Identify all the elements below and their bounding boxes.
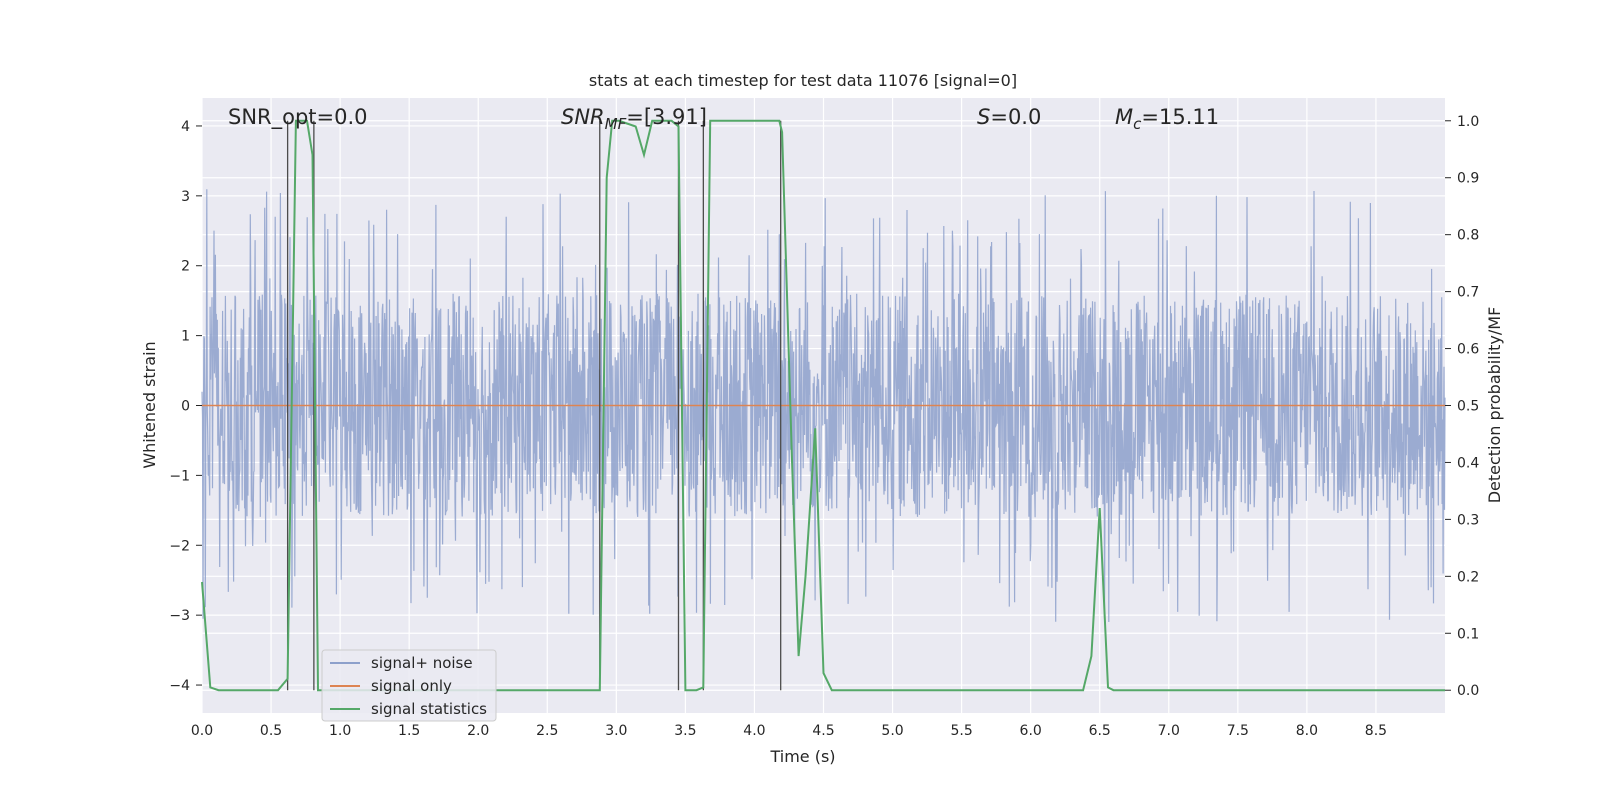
x-tick-label: 5.0 [881,723,903,739]
y-right-tick-label: 0.4 [1457,455,1479,471]
s-value: =0.0 [990,105,1041,129]
y-right-tick-label: 0.8 [1457,228,1479,244]
y-left-tick-label: 2 [181,259,190,275]
y-left-tick-label: 1 [181,329,190,345]
y-right-tick-label: 1.0 [1457,114,1479,130]
annotation-snr-mf: SNRMF=[3.91] [561,105,707,133]
mc-value: =15.11 [1141,105,1219,129]
legend: signal+ noise signal only signal statist… [321,649,497,722]
y-right-tick-label: 0.7 [1457,285,1479,301]
x-tick-label: 1.0 [329,723,351,739]
y-right-tick-label: 0.3 [1457,512,1479,528]
y-left-tick-label: −4 [169,678,190,694]
legend-box [321,649,497,722]
y-right-tick-label: 0.2 [1457,569,1479,585]
annotation-s: S=0.0 [977,105,1041,129]
y-left-tick-label: 4 [181,119,190,135]
y-left-tick-label: 0 [181,399,190,415]
series-signal-noise [201,189,1446,623]
x-tick-label: 6.5 [1089,723,1111,739]
series-signal-statistics [201,119,1445,692]
annotation-mc: Mc=15.11 [1115,105,1219,133]
x-tick-label: 0.5 [260,723,282,739]
chart-title: stats at each timestep for test data 110… [589,71,1017,90]
y-left-tick-label: 3 [181,189,190,205]
annotation-snr-opt: SNR_opt=0.0 [228,105,368,130]
x-tick-label: 5.5 [950,723,972,739]
x-tick-label: 8.0 [1296,723,1318,739]
y-left-tick-label: −2 [169,538,190,554]
legend-label-signal-statistics: signal statistics [371,700,487,718]
y-right-tick-label: 0.5 [1457,399,1479,415]
y-right-tick-label: 0.0 [1457,683,1479,699]
x-tick-label: 3.0 [605,723,627,739]
x-tick-label: 0.0 [191,723,213,739]
annotations: SNR_opt=0.0 SNRMF=[3.91] S=0.0 Mc=15.11 [228,105,1219,133]
y-left-tick-label: −1 [169,468,190,484]
x-tick-label: 8.5 [1365,723,1387,739]
x-axis-ticks: 0.0 0.5 1.0 1.5 2.0 2.5 3.0 3.5 4.0 4.5 5.0 5.5 6.0 6… [191,723,1387,739]
x-tick-label: 4.0 [743,723,765,739]
legend-label-signal-noise: signal+ noise [371,654,473,672]
snr-mf-symbol: SNR [561,105,605,129]
y-axis-right-ticks: 1.0 0.9 0.8 0.7 0.6 0.5 0.4 0.3 0.2 0.1 0.0 [1445,114,1479,699]
x-tick-label: 1.5 [398,723,420,739]
x-axis-label: Time (s) [769,747,835,766]
y-axis-right-label: Detection probability/MF [1485,307,1504,504]
y-axis-left-label: Whitened strain [140,341,159,468]
detection-vertical-lines [286,120,782,691]
snr-mf-value: =[3.91] [626,105,707,129]
y-right-tick-label: 0.9 [1457,171,1479,187]
y-axis-left-ticks: 4 3 2 1 0 −1 −2 −3 −4 [169,119,202,694]
legend-label-signal-only: signal only [371,677,452,695]
signal-noise-line [201,189,1446,623]
mc-symbol: M [1115,105,1133,129]
x-tick-label: 2.5 [536,723,558,739]
y-left-tick-label: −3 [169,608,190,624]
y-right-tick-label: 0.6 [1457,342,1479,358]
x-tick-label: 4.5 [812,723,834,739]
y-right-tick-label: 0.1 [1457,626,1479,642]
x-tick-label: 7.0 [1158,723,1180,739]
x-tick-label: 7.5 [1227,723,1249,739]
x-tick-label: 2.0 [467,723,489,739]
snr-mf-subscript: MF [605,115,627,133]
mc-subscript: c [1133,115,1142,133]
x-tick-label: 3.5 [674,723,696,739]
s-symbol: S [977,105,990,129]
x-tick-label: 6.0 [1020,723,1042,739]
signal-statistics-line [201,119,1445,692]
